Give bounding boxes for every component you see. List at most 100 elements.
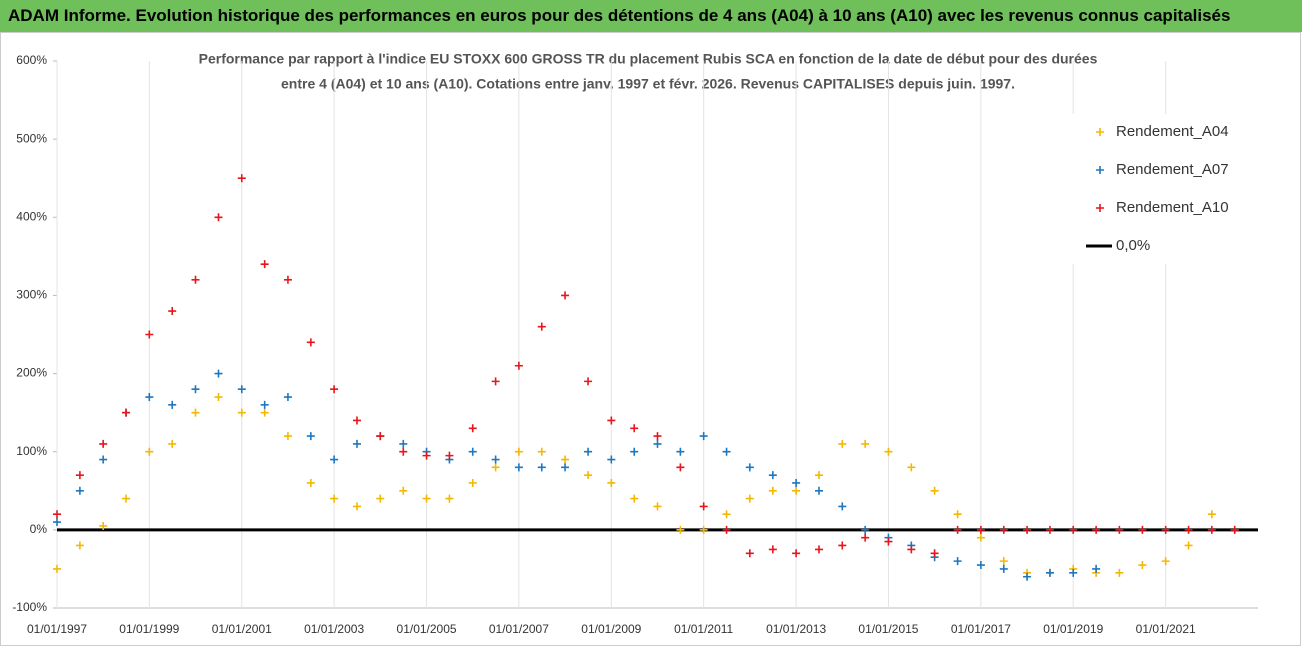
marker <box>1115 568 1124 577</box>
marker <box>1069 568 1078 577</box>
marker <box>352 416 361 425</box>
marker <box>1161 557 1170 566</box>
marker <box>399 486 408 495</box>
x-tick-label: 01/01/2019 <box>1043 622 1103 636</box>
marker <box>1092 525 1101 534</box>
marker <box>584 377 593 386</box>
marker <box>145 330 154 339</box>
marker <box>953 525 962 534</box>
x-tick-label: 01/01/2005 <box>397 622 457 636</box>
marker <box>537 447 546 456</box>
chart-title: entre 4 (A04) et 10 ans (A10). Cotations… <box>281 76 1015 92</box>
marker <box>99 455 108 464</box>
marker <box>930 549 939 558</box>
marker <box>953 557 962 566</box>
marker <box>237 385 246 394</box>
marker <box>999 525 1008 534</box>
marker <box>722 525 731 534</box>
marker <box>676 525 685 534</box>
x-tick-label: 01/01/2021 <box>1136 622 1196 636</box>
marker <box>1184 541 1193 550</box>
marker <box>699 525 708 534</box>
marker <box>306 478 315 487</box>
marker <box>953 510 962 519</box>
marker <box>468 424 477 433</box>
marker <box>999 564 1008 573</box>
marker <box>745 494 754 503</box>
marker <box>352 439 361 448</box>
chart-title: Performance par rapport à l'indice EU ST… <box>199 51 1098 67</box>
legend-label: Rendement_A07 <box>1116 161 1229 178</box>
marker <box>122 408 131 417</box>
marker <box>422 494 431 503</box>
marker <box>145 447 154 456</box>
marker <box>491 377 500 386</box>
x-tick-label: 01/01/2009 <box>581 622 641 636</box>
marker <box>653 502 662 511</box>
marker <box>53 518 61 527</box>
legend-marker <box>1096 166 1104 174</box>
marker <box>330 494 339 503</box>
marker <box>399 439 408 448</box>
marker <box>352 502 361 511</box>
marker <box>815 486 824 495</box>
marker <box>838 541 847 550</box>
marker <box>214 213 223 222</box>
x-tick-label: 01/01/1997 <box>27 622 87 636</box>
marker <box>838 439 847 448</box>
marker <box>976 525 985 534</box>
marker <box>1161 525 1170 534</box>
marker <box>1092 564 1101 573</box>
marker <box>561 291 570 300</box>
x-tick-label: 01/01/2001 <box>212 622 272 636</box>
x-tick-label: 01/01/2003 <box>304 622 364 636</box>
marker <box>838 502 847 511</box>
marker <box>191 385 200 394</box>
marker <box>306 338 315 347</box>
marker <box>283 393 292 402</box>
x-tick-label: 01/01/2013 <box>766 622 826 636</box>
marker <box>976 533 985 542</box>
y-tick-label: 200% <box>16 366 47 380</box>
y-tick-label: 100% <box>16 444 47 458</box>
marker <box>607 455 616 464</box>
marker <box>1184 525 1193 534</box>
x-tick-label: 01/01/2015 <box>858 622 918 636</box>
marker <box>168 307 177 316</box>
marker <box>607 478 616 487</box>
marker <box>237 408 246 417</box>
legend-marker <box>1096 204 1104 212</box>
marker <box>676 447 685 456</box>
marker <box>168 400 177 409</box>
marker <box>537 322 546 331</box>
y-tick-label: 500% <box>16 131 47 145</box>
marker <box>884 537 893 546</box>
marker <box>999 557 1008 566</box>
marker <box>884 447 893 456</box>
y-tick-label: 400% <box>16 209 47 223</box>
marker <box>699 432 708 441</box>
marker <box>653 439 662 448</box>
marker <box>607 416 616 425</box>
marker <box>330 455 339 464</box>
y-tick-label: -100% <box>12 600 47 614</box>
marker <box>630 494 639 503</box>
marker <box>445 451 454 460</box>
marker <box>815 471 824 480</box>
marker <box>745 463 754 472</box>
marker <box>699 502 708 511</box>
marker <box>1115 525 1124 534</box>
marker <box>399 447 408 456</box>
marker <box>653 432 662 441</box>
marker <box>861 525 870 534</box>
marker <box>514 463 523 472</box>
marker <box>214 369 223 378</box>
y-tick-label: 300% <box>16 288 47 302</box>
x-tick-label: 01/01/2011 <box>674 622 733 636</box>
legend-label: Rendement_A10 <box>1116 199 1229 216</box>
marker <box>745 549 754 558</box>
marker <box>191 275 200 284</box>
marker <box>99 439 108 448</box>
marker <box>1230 525 1239 534</box>
marker <box>907 463 916 472</box>
